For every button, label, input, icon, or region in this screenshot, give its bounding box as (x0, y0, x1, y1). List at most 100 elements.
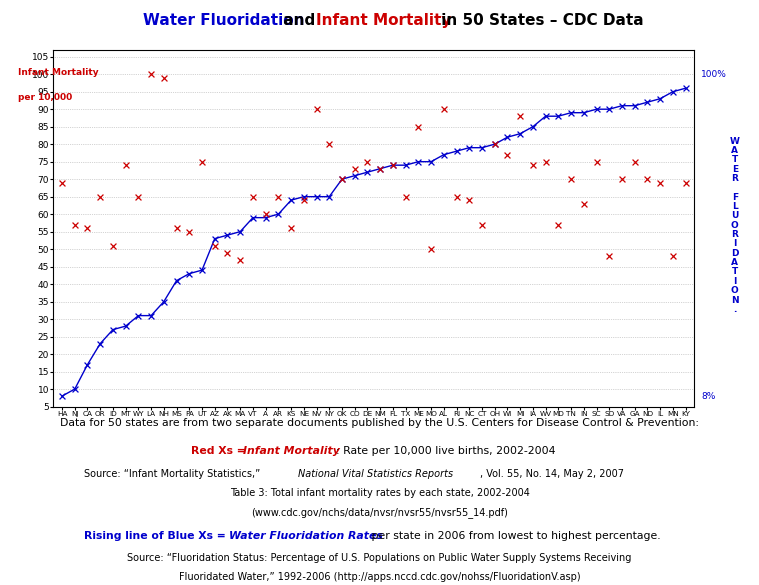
Text: : Rate per 10,000 live births, 2002-2004: : Rate per 10,000 live births, 2002-2004 (336, 446, 556, 456)
Point (527, 122, 539, 132)
Text: Source: “Fluoridation Status: Percentage of U.S. Populations on Public Water Sup: Source: “Fluoridation Status: Percentage… (128, 553, 631, 563)
Point (310, 192, 323, 201)
Point (616, 101, 628, 111)
Point (641, 174, 653, 184)
Point (247, 192, 259, 201)
Text: W
A
T
E
R
 
F
L
U
O
R
I
D
A
T
I
O
N
.: W A T E R F L U O R I D A T I O N . (729, 136, 740, 314)
Point (476, 220, 488, 229)
Point (641, 98, 653, 107)
Point (425, 245, 437, 254)
Point (171, 276, 183, 285)
Point (412, 157, 424, 166)
Point (628, 101, 641, 111)
Point (145, 70, 157, 79)
Point (591, 105, 603, 114)
Point (565, 108, 577, 118)
Text: Red Xs =: Red Xs = (191, 446, 250, 456)
Point (450, 146, 462, 156)
Point (69, 220, 81, 229)
Point (540, 112, 552, 121)
Point (502, 133, 514, 142)
Text: Infant Mortality: Infant Mortality (243, 446, 340, 456)
Text: per 10,000: per 10,000 (18, 92, 72, 102)
Point (348, 171, 361, 180)
Point (260, 213, 272, 222)
Point (69, 384, 81, 394)
Point (374, 164, 386, 173)
Point (323, 139, 335, 149)
Point (603, 252, 616, 261)
Point (489, 139, 501, 149)
Point (666, 87, 679, 97)
Point (438, 105, 450, 114)
Text: Data for 50 states are from two separate documents published by the U.S. Centers: Data for 50 states are from two separate… (60, 418, 699, 428)
Point (323, 192, 335, 201)
Text: Source: “Infant Mortality Statistics,”: Source: “Infant Mortality Statistics,” (83, 469, 263, 479)
Point (679, 178, 691, 187)
Point (285, 223, 298, 233)
Point (425, 157, 437, 166)
Point (222, 230, 234, 240)
Point (196, 157, 208, 166)
Point (553, 112, 565, 121)
Point (260, 209, 272, 219)
Point (527, 160, 539, 170)
Point (387, 160, 399, 170)
Point (171, 223, 183, 233)
Point (222, 248, 234, 257)
Text: in 50 States – CDC Data: in 50 States – CDC Data (436, 13, 644, 28)
Point (616, 174, 628, 184)
Point (412, 122, 424, 132)
Point (578, 108, 590, 118)
Point (285, 195, 298, 205)
Point (158, 297, 170, 307)
Point (183, 227, 195, 236)
Text: 100%: 100% (701, 70, 727, 79)
Text: 8%: 8% (701, 391, 716, 401)
Point (272, 192, 285, 201)
Point (158, 73, 170, 82)
Point (463, 195, 475, 205)
Point (336, 174, 348, 184)
Point (438, 150, 450, 159)
Text: Rising line of Blue Xs =: Rising line of Blue Xs = (83, 531, 229, 541)
Text: Water Fluoridation Rates: Water Fluoridation Rates (228, 531, 383, 541)
Point (120, 160, 132, 170)
Text: Infant Mortality: Infant Mortality (316, 13, 451, 28)
Point (196, 266, 208, 275)
Point (374, 164, 386, 173)
Point (336, 174, 348, 184)
Point (94, 192, 106, 201)
Text: Table 3: Total infant mortality rates by each state, 2002-2004: Table 3: Total infant mortality rates by… (229, 488, 530, 498)
Point (272, 209, 285, 219)
Text: National Vital Statistics Reports: National Vital Statistics Reports (298, 469, 453, 479)
Point (132, 311, 144, 321)
Point (120, 321, 132, 331)
Point (56, 391, 68, 401)
Text: , Vol. 55, No. 14, May 2, 2007: , Vol. 55, No. 14, May 2, 2007 (480, 469, 624, 479)
Point (450, 192, 462, 201)
Point (209, 241, 221, 250)
Text: and: and (279, 13, 321, 28)
Point (654, 178, 666, 187)
Point (387, 160, 399, 170)
Point (234, 255, 246, 264)
Point (514, 112, 526, 121)
Text: per state in 2006 from lowest to highest percentage.: per state in 2006 from lowest to highest… (368, 531, 660, 541)
Point (489, 139, 501, 149)
Point (679, 84, 691, 93)
Point (310, 105, 323, 114)
Text: (www.cdc.gov/nchs/data/nvsr/nvsr55/nvsr55_14.pdf): (www.cdc.gov/nchs/data/nvsr/nvsr55/nvsr5… (251, 507, 508, 518)
Point (399, 192, 411, 201)
Point (628, 157, 641, 166)
Point (247, 213, 259, 222)
Point (107, 325, 119, 334)
Point (578, 199, 590, 208)
Point (666, 252, 679, 261)
Point (361, 157, 373, 166)
Point (361, 167, 373, 177)
Point (107, 241, 119, 250)
Point (298, 192, 310, 201)
Point (298, 195, 310, 205)
Point (603, 105, 616, 114)
